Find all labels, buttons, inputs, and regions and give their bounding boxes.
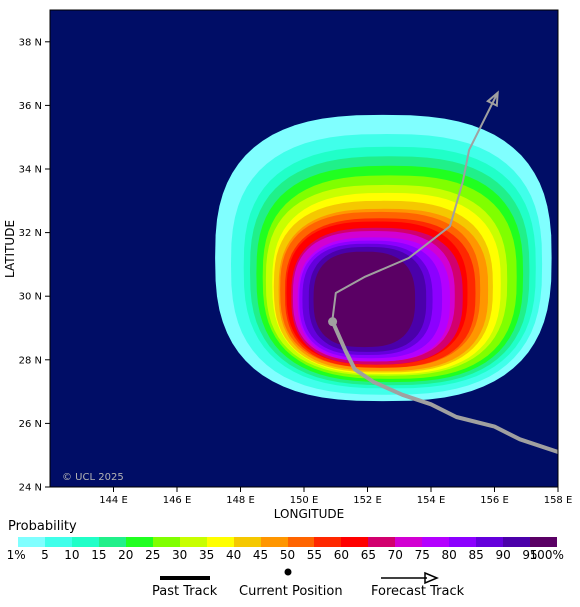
colorbar-tick-label: 80 [441, 548, 457, 562]
current-position-legend-label: Current Position [239, 584, 343, 599]
colorbar-segment-5 [152, 537, 180, 547]
y-tick-label: 26 N [19, 419, 42, 430]
y-tick-label: 38 N [19, 37, 42, 48]
colorbar-segment-0 [18, 537, 45, 547]
y-tick-label: 24 N [19, 483, 42, 494]
colorbar-segment-10 [287, 537, 315, 547]
probability-colorbar [18, 537, 558, 547]
colorbar-segment-16 [449, 537, 477, 547]
colorbar-tick-label: 85 [468, 548, 484, 562]
colorbar-segment-1 [44, 537, 72, 547]
colorbar-segment-11 [314, 537, 342, 547]
past-track-line [330, 319, 558, 454]
colorbar-tick-label: 5 [41, 548, 49, 562]
past-track-legend-label: Past Track [152, 584, 218, 599]
colorbar-tick-label: 95 [522, 548, 538, 562]
x-tick-label: 150 E [290, 495, 319, 506]
colorbar-segment-19 [530, 537, 558, 547]
colorbar-tick-label: 10 [64, 548, 80, 562]
x-tick-label: 156 E [480, 495, 509, 506]
colorbar-tick-label: 90 [495, 548, 511, 562]
current-position-marker [328, 317, 338, 327]
colorbar-tick-label: 55 [306, 548, 323, 562]
colorbar-segment-2 [71, 537, 99, 547]
colorbar-title: Probability [8, 519, 77, 534]
colorbar-tick-label: 75 [414, 548, 430, 562]
y-tick-label: 30 N [19, 292, 42, 303]
colorbar-segment-18 [503, 537, 531, 547]
colorbar-segment-14 [395, 537, 423, 547]
colorbar-tick-label: 70 [387, 548, 403, 562]
colorbar-tick-label: 15 [91, 548, 107, 562]
copyright-text: © UCL 2025 [62, 472, 124, 483]
y-tick-label: 34 N [19, 165, 42, 176]
colorbar-tick-label: 45 [252, 548, 269, 562]
y-tick-label: 32 N [19, 228, 42, 239]
colorbar-tick-label: 35 [199, 548, 215, 562]
colorbar-segment-12 [341, 537, 369, 547]
colorbar-tick-label: 25 [145, 548, 161, 562]
colorbar-segment-6 [179, 537, 207, 547]
colorbar-segment-9 [260, 537, 288, 547]
colorbar-tick-label: 100% [529, 548, 564, 562]
colorbar-tick-label: 65 [360, 548, 376, 562]
colorbar-segment-17 [476, 537, 504, 547]
colorbar-labels: 1% 5 10 15 20 25 30 35 40 45 50 55 60 65 70 75 80 85 90 95 1… [0, 548, 580, 564]
x-tick-label: 148 E [226, 495, 255, 506]
forecast-track-arrowhead [485, 90, 499, 108]
colorbar-segment-3 [98, 537, 126, 547]
x-tick-label: 158 E [544, 495, 573, 506]
colorbar-tick-label: 1% [6, 548, 26, 562]
current-position-legend-icon [284, 568, 292, 576]
colorbar-tick-label: 60 [333, 548, 350, 562]
colorbar-segment-8 [233, 537, 261, 547]
colorbar-segment-15 [422, 537, 450, 547]
colorbar-tick-label: 20 [118, 548, 134, 562]
x-tick-label: 152 E [353, 495, 382, 506]
probability-map: © UCL 2025 144 E 146 E 148 E 150 E 152 E 154 … [3, 9, 573, 520]
forecast-track-legend-icon [381, 571, 439, 585]
forecast-track-legend-label: Forecast Track [371, 584, 465, 599]
x-axis-title: LONGITUDE [274, 507, 344, 520]
colorbar-tick-label: 50 [279, 548, 296, 562]
colorbar-segment-7 [206, 537, 234, 547]
x-tick-label: 146 E [163, 495, 192, 506]
forecast-track-line [331, 92, 499, 322]
past-track-legend-icon [160, 576, 210, 580]
colorbar-segment-4 [125, 537, 153, 547]
y-tick-label: 36 N [19, 101, 42, 112]
colorbar-tick-label: 40 [225, 548, 242, 562]
y-axis-title: LATITUDE [3, 220, 17, 278]
x-tick-label: 144 E [99, 495, 128, 506]
probability-band-95 [313, 251, 416, 348]
colorbar-segment-13 [368, 537, 396, 547]
y-tick-label: 28 N [19, 355, 42, 366]
colorbar-tick-label: 30 [172, 548, 188, 562]
x-tick-label: 154 E [417, 495, 446, 506]
